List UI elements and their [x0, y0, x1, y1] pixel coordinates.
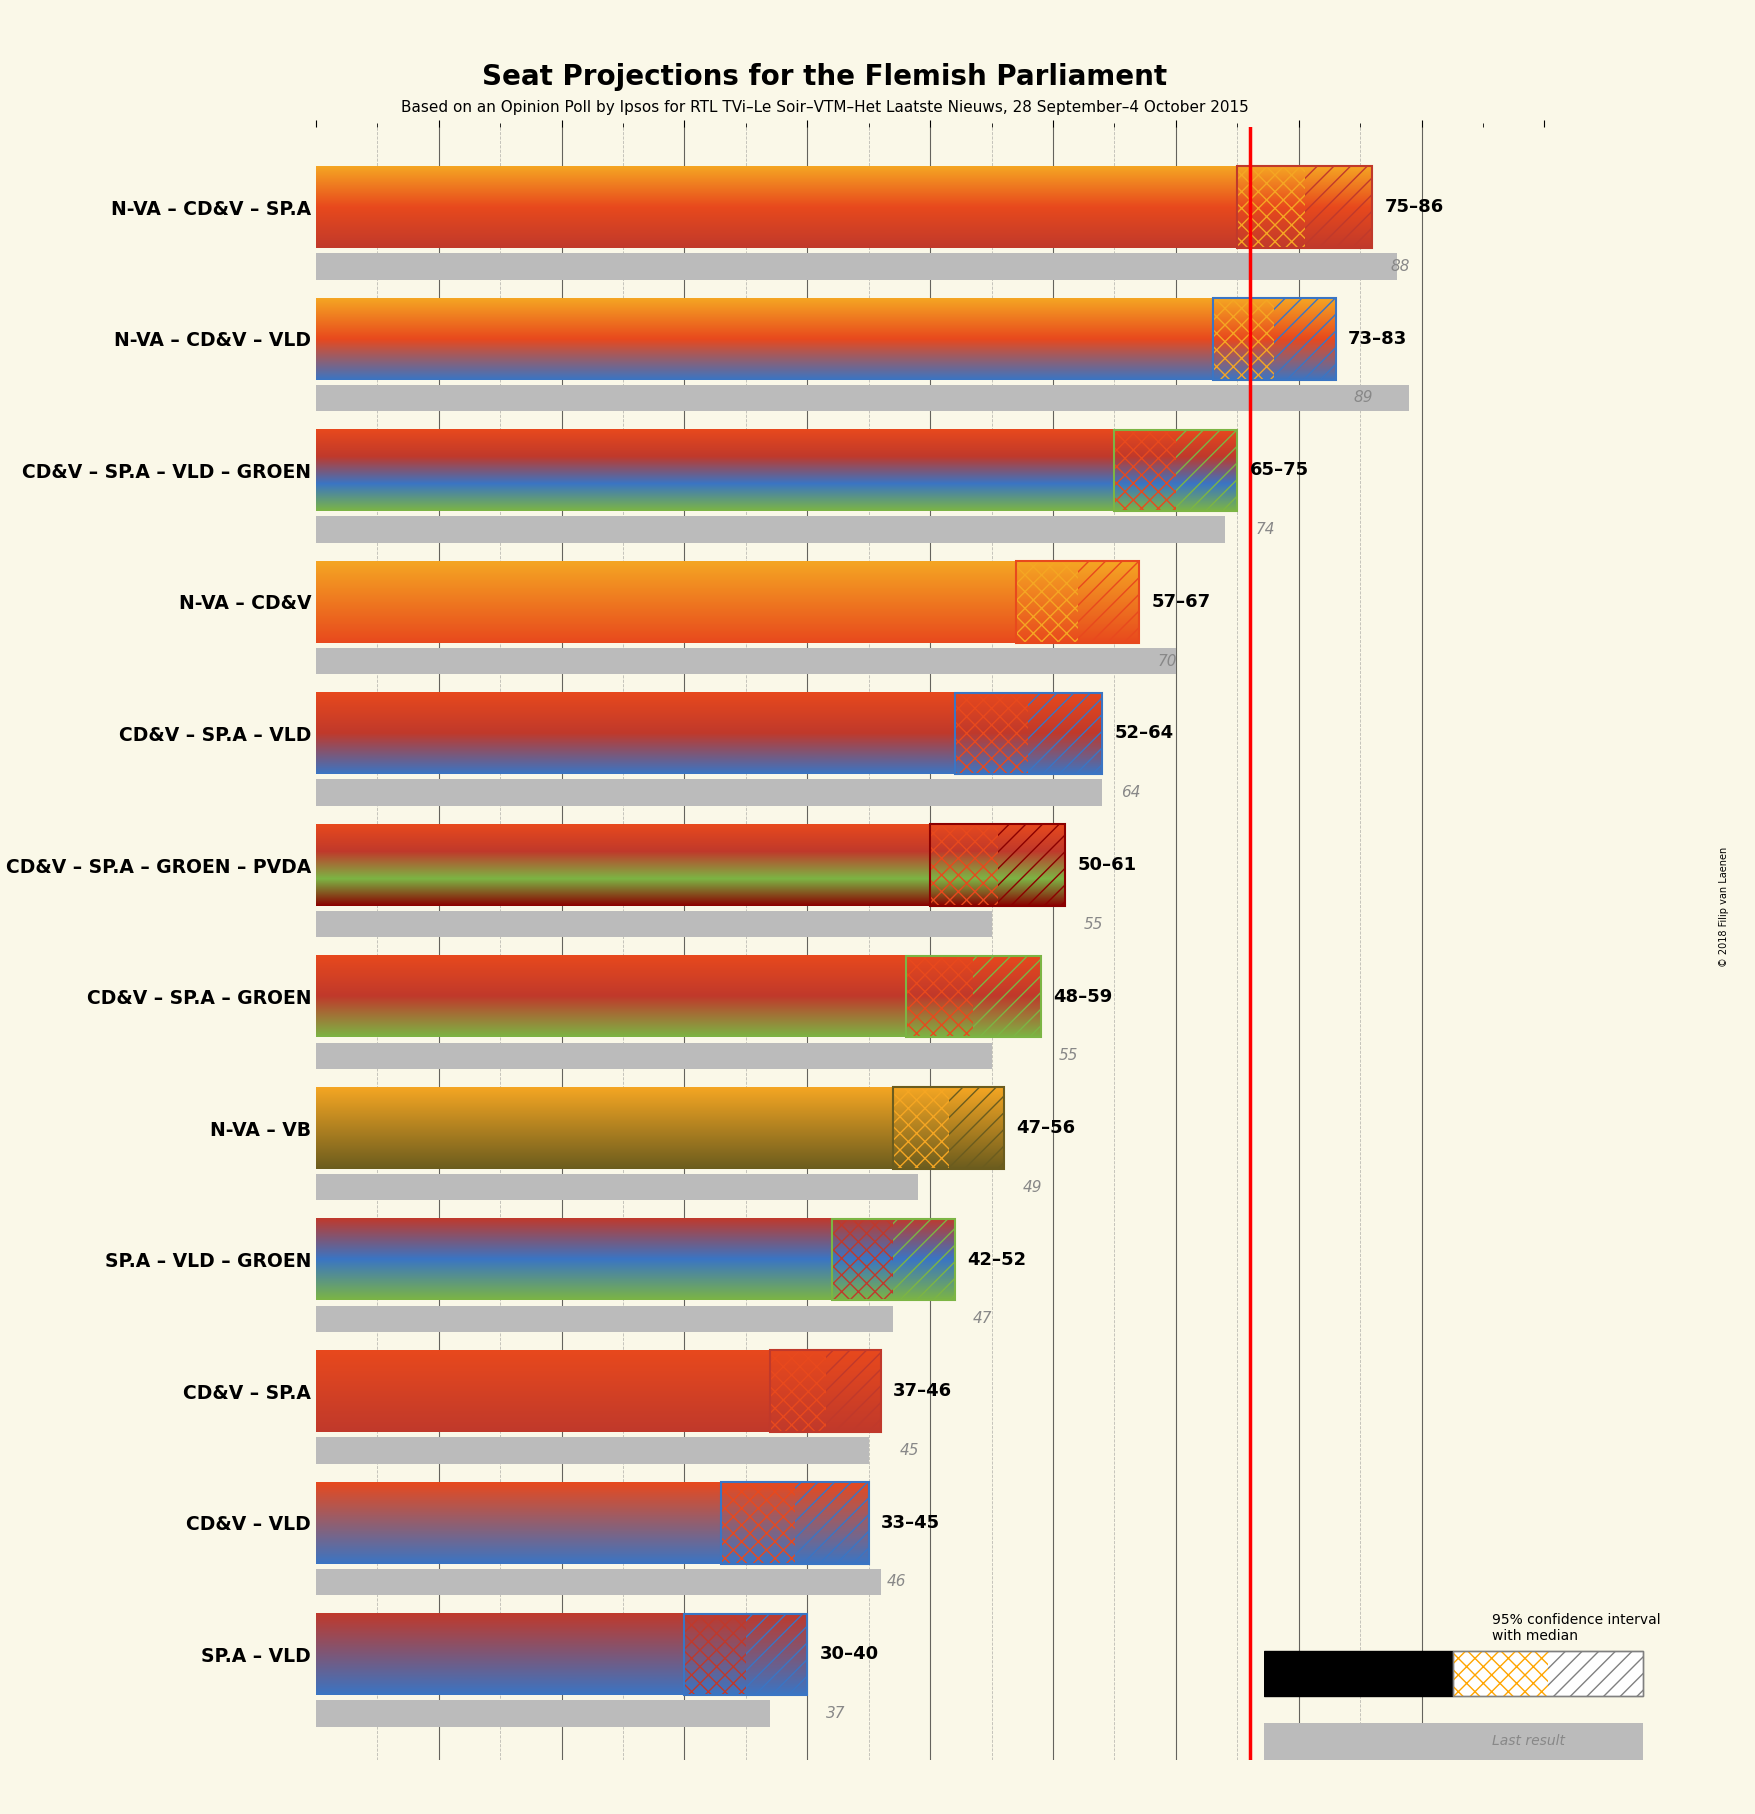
Bar [770, 1350, 881, 1431]
Text: 49: 49 [1021, 1179, 1042, 1195]
Bar [1453, 1651, 1548, 1696]
Bar [1114, 430, 1176, 512]
Bar [684, 1614, 746, 1694]
Text: 33–45: 33–45 [881, 1513, 941, 1531]
Bar [930, 824, 1065, 905]
Bar [893, 1087, 948, 1168]
Bar [1237, 167, 1372, 249]
Text: 47–56: 47–56 [1016, 1119, 1076, 1137]
Bar [1453, 1651, 1643, 1696]
Bar [893, 1087, 1004, 1168]
Text: 73–83: 73–83 [1348, 330, 1408, 348]
Bar [1264, 1651, 1453, 1696]
Text: 50–61: 50–61 [1078, 856, 1137, 874]
Text: 45: 45 [899, 1442, 920, 1458]
Bar [832, 1219, 893, 1301]
Text: 74: 74 [1255, 522, 1276, 537]
Text: Based on an Opinion Poll by Ipsos for RTL TVi–Le Soir–VTM–Het Laatste Nieuws, 28: Based on an Opinion Poll by Ipsos for RT… [400, 100, 1250, 114]
Bar [997, 824, 1065, 905]
Bar [825, 1350, 881, 1431]
Bar [1548, 1651, 1643, 1696]
Bar [1213, 297, 1336, 379]
Text: 75–86: 75–86 [1385, 198, 1444, 216]
Bar [948, 1087, 1004, 1168]
Text: 65–75: 65–75 [1250, 461, 1309, 479]
Bar [316, 648, 1176, 675]
Bar [316, 1569, 881, 1595]
Bar [1213, 297, 1274, 379]
Text: 30–40: 30–40 [820, 1645, 879, 1663]
Bar [721, 1482, 869, 1564]
Bar [746, 1614, 807, 1694]
Bar [316, 254, 1397, 279]
Text: 48–59: 48–59 [1053, 987, 1113, 1005]
Text: 55: 55 [1085, 916, 1104, 932]
Bar [316, 1043, 992, 1068]
Bar [316, 1174, 918, 1201]
Text: 55: 55 [1058, 1048, 1079, 1063]
Bar [955, 693, 1102, 775]
Text: 52–64: 52–64 [1114, 724, 1174, 742]
Text: Seat Projections for the Flemish Parliament: Seat Projections for the Flemish Parliam… [483, 63, 1167, 91]
Bar [316, 385, 1409, 412]
Bar [795, 1482, 869, 1564]
Bar [1016, 561, 1139, 642]
Text: © 2018 Filip van Laenen: © 2018 Filip van Laenen [1718, 847, 1729, 967]
Bar [906, 956, 972, 1038]
Text: 37: 37 [825, 1705, 846, 1721]
Text: 89: 89 [1355, 390, 1374, 406]
Bar [906, 956, 1041, 1038]
Bar [1304, 167, 1372, 249]
Bar [1176, 430, 1237, 512]
Bar [832, 1219, 955, 1301]
Bar [1274, 297, 1336, 379]
Text: 42–52: 42–52 [967, 1250, 1027, 1268]
Bar [1114, 430, 1237, 512]
Bar [316, 1306, 893, 1331]
Bar [972, 956, 1041, 1038]
Bar [1453, 1651, 1643, 1696]
Text: 95% confidence interval
with median: 95% confidence interval with median [1492, 1613, 1660, 1643]
Text: 37–46: 37–46 [893, 1382, 953, 1400]
Text: 57–67: 57–67 [1151, 593, 1211, 611]
Bar [316, 1700, 770, 1727]
Bar [316, 911, 992, 938]
Bar [930, 824, 997, 905]
Text: 47: 47 [972, 1312, 993, 1326]
Bar [684, 1614, 807, 1694]
Text: 70: 70 [1158, 653, 1178, 669]
Bar [893, 1219, 955, 1301]
Bar [316, 517, 1225, 542]
Bar [316, 1437, 869, 1464]
Text: 46: 46 [886, 1575, 907, 1589]
Bar [1078, 561, 1139, 642]
Bar [955, 693, 1028, 775]
Bar [1264, 1723, 1643, 1760]
Text: 88: 88 [1390, 259, 1411, 274]
Bar [316, 780, 1102, 805]
Text: Last result: Last result [1492, 1734, 1565, 1749]
Bar [1028, 693, 1102, 775]
Bar [721, 1482, 795, 1564]
Bar [1016, 561, 1078, 642]
Text: 64: 64 [1121, 785, 1141, 800]
Bar [770, 1350, 825, 1431]
Bar [1237, 167, 1306, 249]
